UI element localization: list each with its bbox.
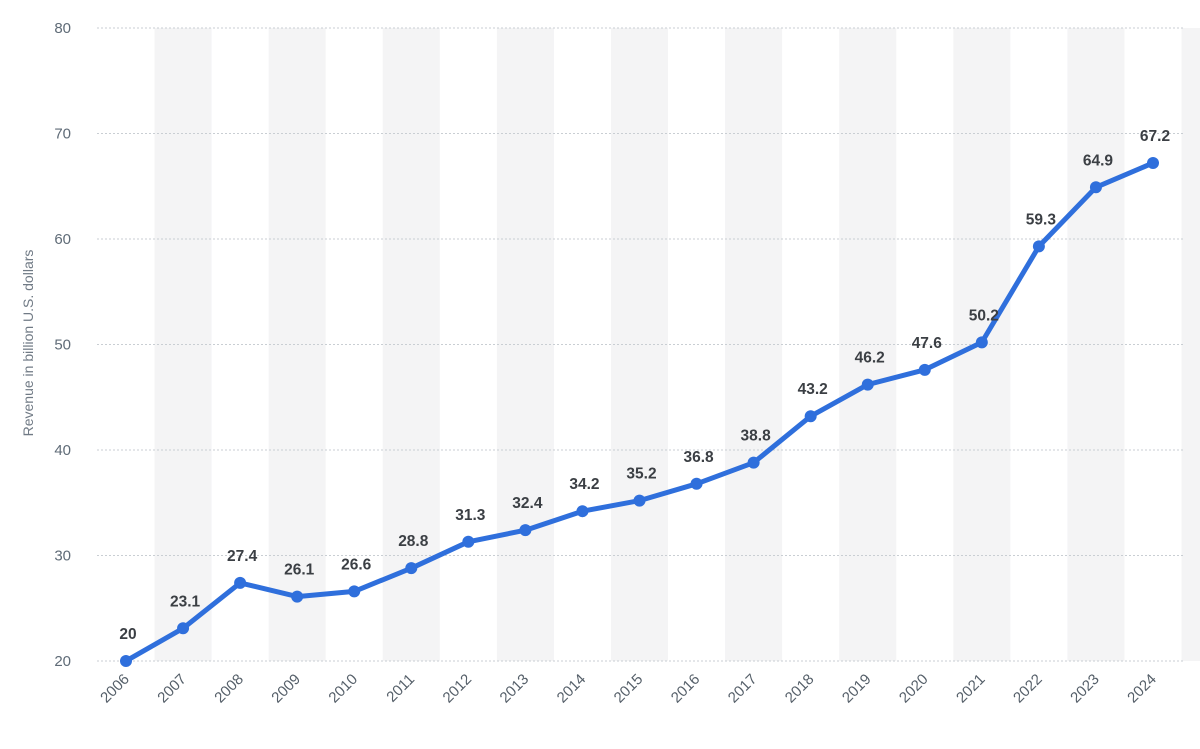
data-point[interactable] xyxy=(633,494,646,507)
data-label: 38.8 xyxy=(741,428,772,445)
x-tick-label: 2008 xyxy=(211,671,247,707)
data-labels: 20 23.1 27.4 26.1 26.6 28.8 31.3 32.4 34.2 35.2 36… xyxy=(119,128,1170,643)
data-point[interactable] xyxy=(1089,181,1102,194)
x-tick-label: 2014 xyxy=(554,671,590,707)
data-label: 59.3 xyxy=(1026,211,1057,228)
data-point[interactable] xyxy=(861,378,874,391)
x-tick-label: 2007 xyxy=(154,671,190,707)
y-tick-label: 30 xyxy=(54,548,71,565)
y-tick-label: 40 xyxy=(54,442,71,459)
data-point[interactable] xyxy=(177,622,190,635)
x-tick-label: 2018 xyxy=(782,671,818,707)
gridlines xyxy=(97,27,1185,662)
x-tick-label: 2024 xyxy=(1124,671,1160,707)
data-label: 32.4 xyxy=(512,495,543,512)
data-point[interactable] xyxy=(576,505,589,518)
data-label: 43.2 xyxy=(798,381,828,398)
y-tick-label: 80 xyxy=(54,20,71,37)
column-band xyxy=(610,28,669,661)
data-label: 50.2 xyxy=(969,307,999,324)
x-axis-ticks: 2006 2007 2008 2009 2010 2011 2012 2013 2014 2015… xyxy=(97,671,1160,707)
y-tick-label: 60 xyxy=(54,231,71,248)
x-tick-label: 2013 xyxy=(497,671,533,707)
x-tick-label: 2010 xyxy=(325,671,361,707)
y-tick-label: 20 xyxy=(54,653,71,670)
x-tick-label: 2015 xyxy=(611,671,647,707)
data-label: 31.3 xyxy=(455,507,486,524)
x-tick-label: 2022 xyxy=(1010,671,1046,707)
x-tick-label: 2016 xyxy=(668,671,704,707)
data-point[interactable] xyxy=(804,410,817,423)
x-tick-label: 2023 xyxy=(1067,671,1103,707)
x-tick-label: 2021 xyxy=(953,671,989,707)
column-band xyxy=(154,28,212,661)
y-axis-label: Revenue in billion U.S. dollars xyxy=(20,250,36,437)
data-label: 23.1 xyxy=(170,593,201,610)
data-label: 27.4 xyxy=(227,548,258,565)
y-tick-label: 50 xyxy=(54,337,71,354)
data-point[interactable] xyxy=(1032,240,1045,253)
x-tick-label: 2017 xyxy=(725,671,761,707)
data-point[interactable] xyxy=(918,363,931,376)
data-point[interactable] xyxy=(348,585,361,598)
column-band xyxy=(839,28,897,661)
data-label: 67.2 xyxy=(1140,128,1170,145)
data-label: 28.8 xyxy=(398,533,429,550)
data-label: 26.1 xyxy=(284,562,315,579)
y-tick-label: 70 xyxy=(54,126,71,143)
x-tick-label: 2019 xyxy=(839,671,875,707)
data-label: 20 xyxy=(119,626,136,643)
data-label: 47.6 xyxy=(912,335,943,352)
data-label: 26.6 xyxy=(341,556,372,573)
data-label: 35.2 xyxy=(626,466,656,483)
x-tick-label: 2012 xyxy=(440,671,476,707)
data-label: 34.2 xyxy=(569,476,599,493)
data-point[interactable] xyxy=(405,562,418,575)
column-band xyxy=(1067,28,1125,661)
series-group xyxy=(120,157,1159,667)
data-point[interactable] xyxy=(1147,157,1159,170)
data-point[interactable] xyxy=(291,590,304,603)
data-point[interactable] xyxy=(519,524,532,537)
data-point[interactable] xyxy=(690,477,703,490)
x-tick-label: 2006 xyxy=(97,671,133,707)
data-point[interactable] xyxy=(462,535,475,548)
data-label: 64.9 xyxy=(1083,152,1114,169)
x-tick-label: 2020 xyxy=(896,671,932,707)
data-label: 46.2 xyxy=(855,350,885,367)
x-tick-label: 2011 xyxy=(383,671,418,706)
column-band xyxy=(1181,28,1200,661)
data-point[interactable] xyxy=(120,655,132,667)
data-point[interactable] xyxy=(975,336,988,349)
x-tick-label: 2009 xyxy=(268,671,304,707)
data-label: 36.8 xyxy=(683,449,714,466)
data-point[interactable] xyxy=(234,576,247,589)
data-point[interactable] xyxy=(747,456,760,469)
y-axis-ticks: 20 30 40 50 60 70 80 xyxy=(54,20,71,670)
